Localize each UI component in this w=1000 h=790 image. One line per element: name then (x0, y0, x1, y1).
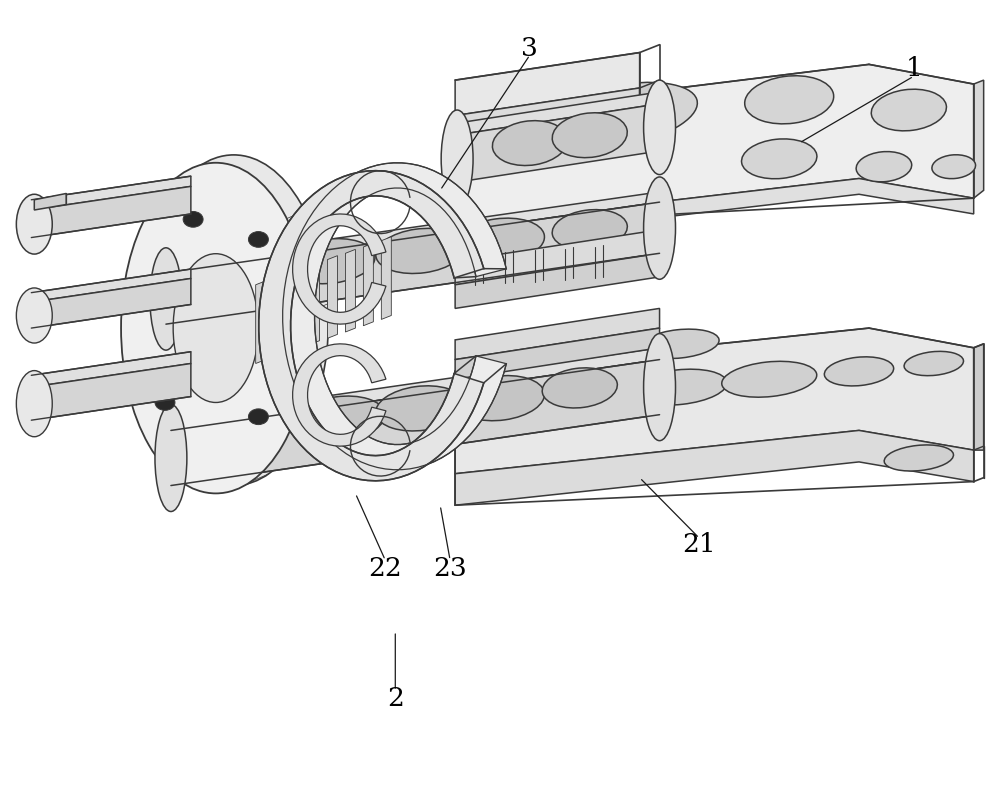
Polygon shape (166, 192, 660, 273)
Text: 3: 3 (521, 36, 538, 61)
Ellipse shape (722, 361, 817, 397)
Ellipse shape (542, 377, 637, 413)
Polygon shape (974, 344, 984, 450)
Polygon shape (31, 279, 191, 328)
Ellipse shape (286, 239, 375, 284)
Polygon shape (310, 262, 320, 344)
Polygon shape (293, 214, 386, 324)
Ellipse shape (871, 89, 946, 131)
Polygon shape (283, 163, 506, 470)
Ellipse shape (542, 82, 697, 149)
Ellipse shape (456, 218, 544, 263)
Polygon shape (455, 254, 660, 308)
Polygon shape (166, 202, 660, 324)
Polygon shape (34, 194, 66, 210)
Polygon shape (327, 256, 337, 338)
Text: 1: 1 (905, 56, 922, 81)
Ellipse shape (248, 409, 268, 424)
Text: 22: 22 (368, 555, 402, 581)
Ellipse shape (121, 163, 311, 494)
Ellipse shape (296, 396, 385, 441)
Polygon shape (171, 348, 660, 431)
Polygon shape (455, 88, 640, 167)
Polygon shape (640, 80, 660, 139)
Ellipse shape (552, 209, 627, 250)
Ellipse shape (932, 155, 976, 179)
Polygon shape (259, 171, 484, 481)
Ellipse shape (376, 228, 465, 273)
Polygon shape (292, 269, 302, 351)
Ellipse shape (542, 368, 617, 408)
Ellipse shape (904, 352, 963, 376)
Ellipse shape (644, 80, 676, 175)
Ellipse shape (492, 121, 567, 166)
Ellipse shape (644, 333, 676, 441)
Polygon shape (363, 243, 373, 325)
Polygon shape (31, 269, 191, 302)
Polygon shape (345, 250, 355, 332)
Polygon shape (455, 92, 660, 135)
Ellipse shape (150, 248, 182, 350)
Polygon shape (455, 308, 660, 359)
Ellipse shape (745, 76, 834, 124)
Polygon shape (455, 103, 660, 182)
Polygon shape (274, 275, 284, 357)
Ellipse shape (155, 394, 175, 410)
Polygon shape (455, 179, 974, 242)
Ellipse shape (856, 152, 912, 182)
Ellipse shape (742, 139, 817, 179)
Text: 23: 23 (433, 555, 467, 581)
Ellipse shape (550, 337, 629, 367)
Ellipse shape (16, 288, 52, 343)
Polygon shape (31, 176, 191, 210)
Ellipse shape (376, 386, 465, 431)
Ellipse shape (16, 194, 52, 254)
Polygon shape (31, 186, 191, 238)
Polygon shape (455, 53, 640, 115)
Ellipse shape (173, 254, 258, 402)
Polygon shape (455, 64, 974, 226)
Ellipse shape (824, 357, 894, 386)
Ellipse shape (632, 369, 727, 405)
Text: 21: 21 (683, 532, 716, 557)
Polygon shape (455, 328, 974, 474)
Ellipse shape (16, 371, 52, 437)
Ellipse shape (644, 177, 676, 280)
Ellipse shape (640, 329, 719, 359)
Polygon shape (293, 344, 386, 446)
Ellipse shape (183, 212, 203, 228)
Polygon shape (31, 363, 191, 420)
Polygon shape (974, 80, 984, 198)
Ellipse shape (552, 113, 627, 158)
Polygon shape (256, 281, 266, 363)
Ellipse shape (884, 445, 953, 471)
Ellipse shape (456, 375, 544, 421)
Polygon shape (381, 237, 391, 319)
Ellipse shape (248, 231, 268, 247)
Polygon shape (455, 431, 974, 506)
Ellipse shape (441, 110, 473, 208)
Ellipse shape (155, 404, 187, 511)
Polygon shape (31, 352, 191, 387)
Ellipse shape (139, 155, 328, 486)
Polygon shape (455, 230, 660, 284)
Polygon shape (171, 359, 660, 486)
Polygon shape (455, 328, 660, 379)
Text: 2: 2 (387, 686, 404, 710)
